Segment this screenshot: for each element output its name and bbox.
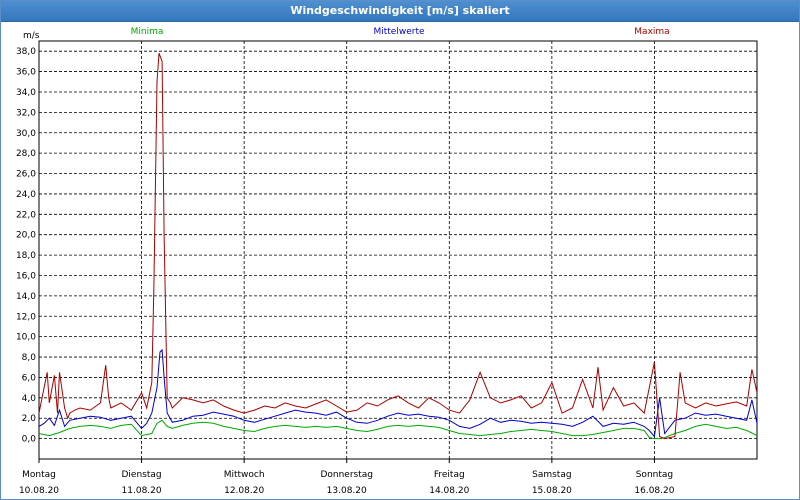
plot-frame	[38, 40, 758, 460]
x-tick-label-day: Donnerstag	[320, 470, 373, 480]
y-tick-label: 20,0	[16, 231, 36, 241]
y-tick-label: 32,0	[16, 108, 36, 118]
y-tick-label: 24,0	[16, 190, 36, 200]
legend-maxima: Maxima	[634, 27, 669, 37]
y-tick-label: 38,0	[16, 47, 36, 57]
y-tick-label: 36,0	[16, 68, 36, 78]
y-tick-label: 30,0	[16, 129, 36, 139]
y-tick-label: 14,0	[16, 292, 36, 302]
y-tick-label: 18,0	[16, 251, 36, 261]
x-tick-label-date: 10.08.20	[19, 486, 59, 496]
x-tick-label-day: Samstag	[532, 470, 571, 480]
x-tick-label-date: 12.08.20	[224, 486, 264, 496]
x-tick-label-day: Sonntag	[636, 470, 673, 480]
y-tick-label: 12,0	[16, 312, 36, 322]
y-tick-label: 26,0	[16, 170, 36, 180]
x-tick-label-day: Mittwoch	[224, 470, 265, 480]
y-tick-label: 10,0	[16, 333, 36, 343]
y-tick-label: 8,0	[22, 353, 37, 363]
x-tick-label-day: Dienstag	[122, 470, 162, 480]
y-tick-label: 4,0	[22, 394, 37, 404]
y-tick-label: 0,0	[22, 435, 37, 445]
y-tick-label: 6,0	[22, 373, 37, 383]
x-tick-label-date: 11.08.20	[122, 486, 162, 496]
x-tick-label-day: Freitag	[434, 470, 465, 480]
x-tick-label-date: 16.08.20	[634, 486, 674, 496]
x-tick-label-date: 15.08.20	[532, 486, 572, 496]
x-tick-label-day: Montag	[22, 470, 56, 480]
y-tick-label: 2,0	[22, 414, 37, 424]
y-axis-unit-label: m/s	[23, 31, 40, 41]
y-tick-label: 28,0	[16, 149, 36, 159]
x-tick-label-date: 14.08.20	[429, 486, 469, 496]
wind-speed-chart: 0,0 2,0 4,0 6,0 8,0 10,0 12,0 14,0 16,0 18,0 20,0 2…	[16, 27, 758, 496]
x-tick-label-date: 13.08.20	[327, 486, 367, 496]
series-line-mittelwerte	[38, 348, 758, 438]
y-tick-label: 34,0	[16, 88, 36, 98]
window-title: Windgeschwindigkeit [m/s] skaliert	[1, 1, 799, 22]
legend-minima: Minima	[131, 27, 164, 37]
series-line-minima	[38, 419, 758, 440]
y-tick-label: 16,0	[16, 271, 36, 281]
series-line-maxima	[38, 53, 758, 440]
legend-mittelwerte: Mittelwerte	[373, 27, 424, 37]
y-tick-label: 22,0	[16, 210, 36, 220]
